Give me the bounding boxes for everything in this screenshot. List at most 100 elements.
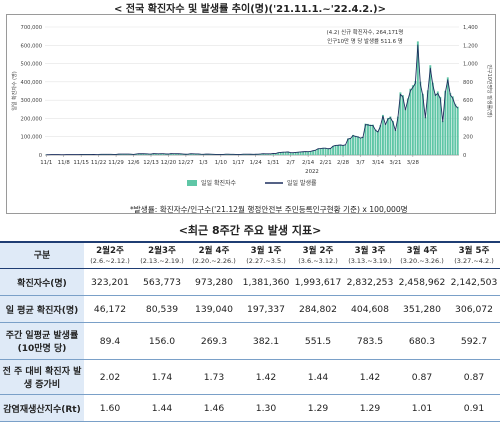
bar [429,65,432,155]
bar [160,153,162,155]
bar [374,129,377,155]
x-tick-label: 12/6 [127,160,140,166]
column-range: (2.13.~2.19.) [140,256,184,265]
bar [157,153,160,155]
bar [391,121,394,155]
x-tick-label: 2/28 [337,160,350,166]
column-header: 3월 1주 (2.27.~3.5.) [240,241,292,269]
column-range: (3.27.~4.2.) [454,256,494,265]
x-tick-label: 3/7 [356,160,365,166]
bar [314,149,317,155]
legend-label: 일일 발생률 [287,179,317,187]
table-cell: 80,539 [136,295,188,323]
x-tick-label: 1/31 [267,160,279,166]
bar [454,103,457,155]
bar [389,116,392,155]
x-tick-label: 11/29 [108,160,124,166]
table-cell: 1,993,617 [292,268,344,296]
bar [282,152,285,155]
table-cell: 1.42 [344,359,396,395]
table-cell: 2.02 [84,359,136,395]
bar [406,98,409,155]
weekly-indicator-table: 구분 2월2주 (2.6.~2.12.) 2월3주 (2.13.~2.19.) 2월… [0,241,500,422]
y-left-tick-label: 700,000 [21,25,42,31]
table-cell: 973,280 [188,268,240,296]
bar [142,153,145,155]
row-label: 전 주 대비 확진자 발생 증가비 [0,359,84,395]
y-right-tick-label: 400 [463,116,473,122]
bar [339,144,342,155]
bar [322,147,325,155]
bar [411,85,414,155]
bar [347,138,349,155]
x-tick-label: 1/10 [215,160,228,166]
bar [357,136,359,155]
x-tick-label: 12/20 [161,160,177,166]
table-cell: 592.7 [448,322,500,360]
column-header: 2월3주 (2.13.~2.19.) [136,241,188,269]
bar [379,125,382,155]
table-cell: 1.46 [188,394,240,422]
table-cell: 306,072 [448,295,500,323]
bar [197,153,200,155]
row-label: 감염재생산지수(Rt) [0,394,84,422]
y-left-tick-label: 400,000 [21,80,42,86]
column-range: (3.13.~3.19.) [348,256,392,265]
x-year-label: 2022 [305,169,319,175]
bar [372,124,374,155]
covid-trend-chart: 0 100,000 200,000 300,000 400,000 500,000 600,… [11,25,493,187]
bar [327,148,330,155]
y-right-axis-label: 인구10만명당 발생률(명) [486,64,493,117]
bar [332,145,335,155]
bar [189,153,192,155]
column-range: (3.20.~3.26.) [400,256,444,265]
table-cell: 1.29 [292,394,344,422]
bar [152,153,155,155]
table-cell: 0.91 [448,394,500,422]
bar [394,129,397,155]
x-tick-label: 11/1 [40,160,52,166]
bar [439,96,442,155]
bar [167,153,170,155]
y-right-tick-label: 1,400 [463,25,478,31]
bar [312,150,315,155]
bar [421,93,424,155]
table-cell: 382.1 [240,322,292,360]
table-cell: 1.42 [240,359,292,395]
bar [172,153,175,155]
y-right-tick-label: 0 [463,153,466,159]
y-left-tick-label: 500,000 [21,62,42,68]
column-label: 3월 4주 [406,245,438,256]
bar [444,90,447,155]
bar [292,152,295,155]
bar [155,153,157,155]
bar [381,114,384,155]
bar [396,116,399,155]
footnote: *발생률: 확진자수/인구수('21.12월 행정안전부 주민등록인구현황 기준… [130,205,408,214]
bar [192,153,195,155]
table-cell: 1.60 [84,394,136,422]
x-tick-label: 1/17 [232,160,244,166]
bar [426,90,429,155]
table-cell: 2,458,962 [396,268,448,296]
bar [279,152,282,155]
bar [145,153,147,155]
bar [187,154,190,155]
x-tick-label: 11/15 [73,160,89,166]
table-cell: 1.44 [136,394,188,422]
table-row: 전 주 대비 확진자 발생 증가비 2.02 1.74 1.73 1.42 1.… [0,359,500,395]
bar [262,153,265,155]
table-title: <최근 8주간 주요 발생 지표> [178,224,322,237]
table-row: 확진자수(명) 323,201 563,773 973,280 1,381,36… [0,268,500,296]
bar [272,153,275,155]
x-tick-label: 11/22 [91,160,107,166]
bar [267,153,270,155]
bar [165,153,167,155]
bar [147,153,150,155]
x-tick-label: 12/27 [178,160,194,166]
table-row: 주간 일평균 발생률(10만명 당) 89.4 156.0 269.3 382.… [0,322,500,360]
bar [269,153,272,155]
bar [287,151,290,155]
bar [307,151,310,155]
bar [384,123,387,155]
